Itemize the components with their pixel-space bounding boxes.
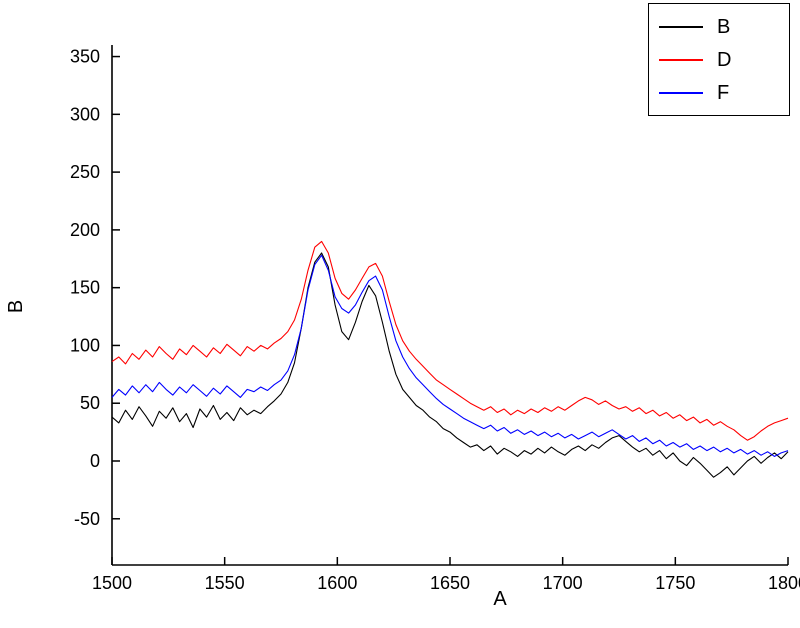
y-tick-label: 200 — [70, 220, 100, 240]
y-tick-label: 0 — [90, 451, 100, 471]
legend-label: B — [717, 15, 731, 38]
legend-line-sample — [659, 91, 703, 94]
legend-item: F — [659, 76, 779, 109]
y-tick-label: 300 — [70, 104, 100, 124]
x-tick-label: 1600 — [317, 573, 357, 593]
y-axis-label: B — [5, 299, 28, 314]
legend-line-sample — [659, 25, 703, 28]
legend-label: F — [717, 81, 730, 104]
y-tick-label: 50 — [80, 393, 100, 413]
series-line-b — [111, 252, 789, 478]
y-tick-label: 100 — [70, 335, 100, 355]
legend: B D F — [648, 3, 790, 116]
legend-item: D — [659, 43, 779, 76]
series-line-d — [111, 240, 789, 441]
x-tick-label: 1500 — [92, 573, 132, 593]
y-tick-label: 250 — [70, 162, 100, 182]
legend-line-sample — [659, 58, 703, 61]
y-tick-label: -50 — [74, 509, 100, 529]
series-line-f — [111, 254, 789, 457]
x-axis-label-text: A — [493, 588, 507, 610]
x-tick-label: 1700 — [543, 573, 583, 593]
x-tick-label: 1550 — [205, 573, 245, 593]
y-tick-label: 150 — [70, 278, 100, 298]
x-tick-label: 1750 — [655, 573, 695, 593]
x-axis-label: A — [0, 588, 800, 611]
legend-item: B — [659, 10, 779, 43]
x-tick-label: 1800 — [768, 573, 800, 593]
legend-label: D — [717, 48, 732, 71]
y-tick-label: 350 — [70, 47, 100, 67]
x-tick-label: 1650 — [430, 573, 470, 593]
